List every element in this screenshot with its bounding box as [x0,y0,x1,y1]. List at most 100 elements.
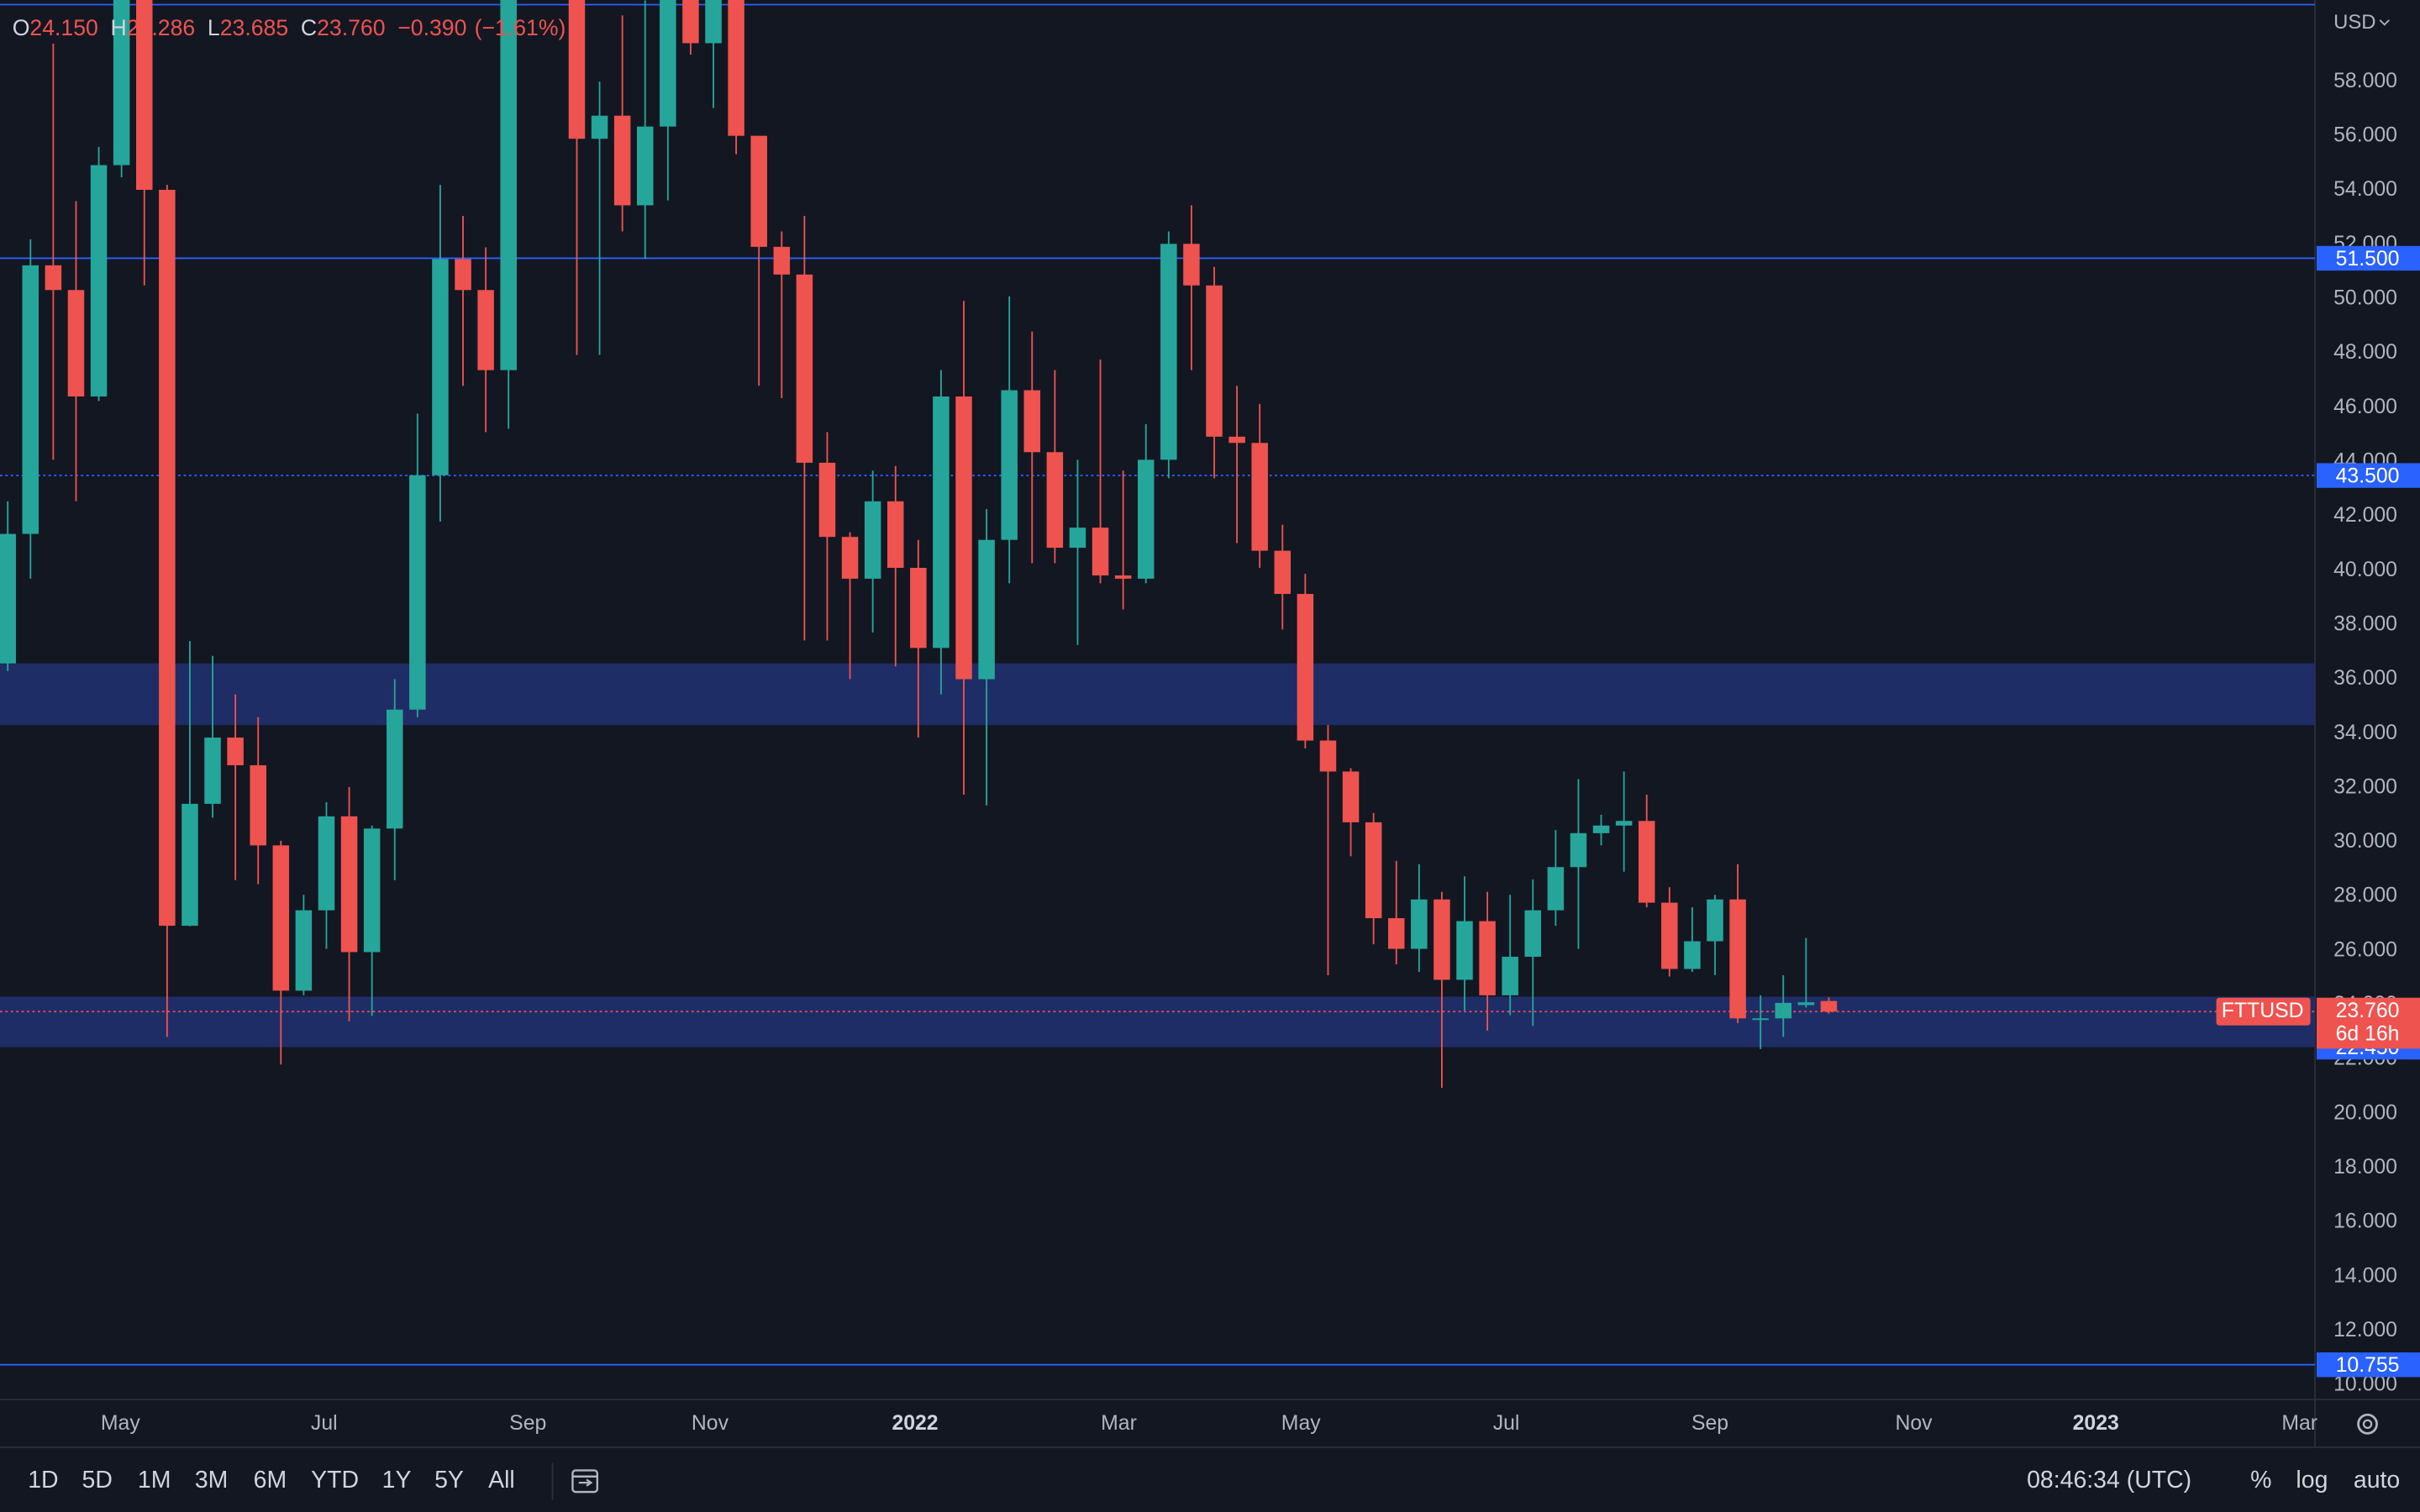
settings-icon[interactable] [2357,1413,2378,1435]
y-tick-label: 14.000 [2333,1264,2397,1287]
x-tick-label: Sep [509,1412,546,1435]
candle-body [90,165,108,397]
candle-body [1615,821,1633,826]
candle-body [1570,832,1587,868]
candle-body [568,0,586,139]
candle-body [113,0,130,165]
candle-body [1114,575,1132,579]
candle-body [318,816,335,911]
y-tick-label: 50.000 [2333,286,2397,309]
candle-body [1707,899,1723,942]
ohlc-value: 23.685 [220,15,288,40]
candle-body [0,533,16,664]
candle-body [1274,550,1292,595]
candle-body [841,537,859,579]
y-tick-label: 48.000 [2333,341,2397,364]
candle-body [1046,452,1064,549]
candle-body [1775,1002,1792,1019]
candle-body [1297,594,1314,741]
candle-body [1479,921,1496,995]
x-tick-label: Sep [1691,1412,1728,1435]
ohlc-key: H [111,15,127,40]
currency-label[interactable]: USD [2333,11,2375,34]
x-tick-label: Jul [1493,1412,1520,1435]
candle-body [660,0,676,127]
y-tick-label: 58.000 [2333,70,2397,92]
candle-body [22,265,39,534]
y-tick-label: 26.000 [2333,938,2397,961]
range-button[interactable]: All [488,1467,515,1494]
candle-body [477,290,494,370]
candle-body [818,462,836,538]
range-button[interactable]: 6M [254,1467,287,1494]
price-badge [2316,245,2420,271]
symbol-label: FTTUSD [2222,1000,2304,1022]
symbol-badge [2216,997,2311,1026]
x-tick-label: Mar [1101,1412,1137,1435]
candle-body [864,501,881,579]
candle-body [1206,285,1223,437]
range-button[interactable]: 5Y [434,1467,464,1494]
range-button[interactable]: 1D [28,1467,58,1494]
candle-body [636,126,654,206]
range-button[interactable]: 1Y [382,1467,412,1494]
y-tick-label: 42.000 [2333,504,2397,527]
candle-body [409,475,426,710]
scale-option[interactable]: log [2296,1467,2328,1494]
candle-body [1752,1018,1769,1021]
x-tick-label: 2022 [892,1412,938,1435]
y-tick-label: 28.000 [2333,885,2397,907]
price-badge [2316,1352,2420,1378]
change-percent: (−1.61%) [475,15,566,40]
last-price-label: 23.760 [2336,1000,2400,1022]
ohlc-value: 24.150 [29,15,97,40]
ohlc-key: C [301,15,317,40]
y-tick-label: 12.000 [2333,1319,2397,1341]
last-price-badge [2316,997,2420,1049]
x-tick-label: Nov [692,1412,729,1435]
countdown-label: 6d 16h [2336,1022,2400,1045]
scale-option[interactable]: % [2250,1467,2271,1494]
price-badge-label: 43.500 [2336,465,2400,487]
y-tick-label: 16.000 [2333,1210,2397,1233]
range-button[interactable]: 3M [195,1467,229,1494]
candle-body [1524,910,1542,957]
price-badge [2316,463,2420,488]
candle-body [705,0,722,44]
candle-body [1228,436,1245,444]
range-button[interactable]: 1M [138,1467,171,1494]
candle-body [386,709,403,829]
ohlc-key: O [13,15,30,40]
y-tick-label: 56.000 [2333,124,2397,147]
candle-body [1183,244,1200,286]
range-button[interactable]: 5D [82,1467,113,1494]
candle-body [1137,459,1155,579]
y-tick-label: 40.000 [2333,559,2397,581]
candle-body [340,816,358,953]
candle-body [1729,899,1746,1019]
range-button[interactable]: YTD [311,1467,359,1494]
candle-body [295,910,313,991]
x-tick-label: Nov [1895,1412,1933,1435]
candle-body [1638,821,1655,903]
candle-body [204,738,221,804]
scale-option[interactable]: auto [2354,1467,2400,1494]
candle-body [1001,390,1018,540]
candle-body [1456,921,1473,980]
candle-body [955,396,972,680]
y-tick-label: 38.000 [2333,612,2397,635]
candle-body [1684,941,1701,969]
candle-body [67,290,85,397]
ohlc-value: 23.760 [317,15,385,40]
date-range-icon[interactable] [571,1469,599,1494]
candle-body [136,0,153,190]
candle-body [1251,443,1268,551]
price-badge-label: 10.755 [2336,1354,2400,1377]
change-value: −0.390 [397,15,466,40]
x-tick-label: 2023 [2073,1412,2119,1435]
clock[interactable]: 08:46:34 (UTC) [2027,1467,2191,1494]
candle-body [1365,822,1382,919]
x-tick-label: May [101,1412,140,1435]
candle-body [1592,825,1610,833]
